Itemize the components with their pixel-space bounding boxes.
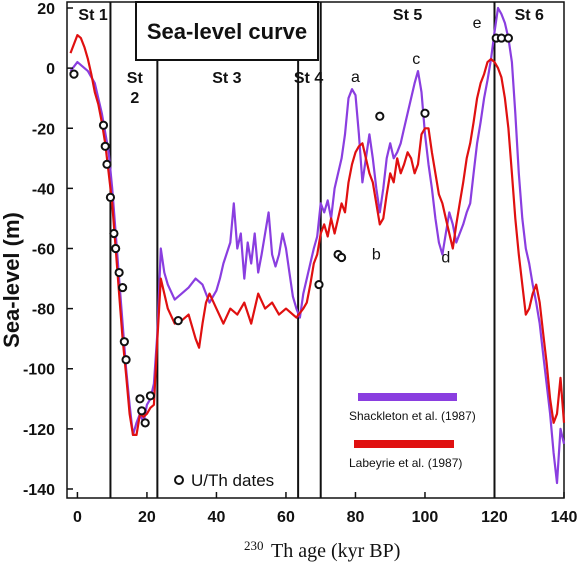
uth-date-points [69, 33, 513, 428]
uth-date-point [98, 120, 109, 130]
uth-date-point [375, 111, 385, 121]
stage-label-line2: 2 [130, 90, 139, 107]
y-tick-label: -60 [32, 241, 55, 258]
legend: Shackleton et al. (1987) Labeyrie et al.… [349, 393, 476, 470]
stage-labels: St 1 St 2 St 3 St 4 St 5 St 6 [78, 7, 544, 107]
y-tick-label: -140 [23, 482, 55, 499]
peak-label: c [412, 51, 420, 68]
stage-label: St 4 [294, 70, 323, 87]
x-tick-label: 0 [73, 509, 82, 526]
legend-swatch-labeyrie [354, 440, 454, 448]
stage-label: St 6 [515, 7, 544, 24]
uth-date-point [336, 252, 347, 263]
y-tick-label: -120 [23, 422, 55, 439]
uth-date-point [121, 355, 131, 365]
uth-legend-marker [174, 475, 184, 485]
uth-date-point [100, 141, 110, 151]
uth-date-point [135, 394, 145, 404]
x-tick-label: 80 [347, 509, 365, 526]
uth-date-point [173, 316, 183, 326]
legend-swatch-shackleton [358, 393, 457, 401]
peak-label: a [351, 69, 360, 86]
y-axis-label: Sea-level (m) [0, 212, 24, 348]
peak-label: e [473, 15, 482, 32]
stage-boundaries [109, 2, 496, 498]
x-tick-label: 120 [481, 509, 508, 526]
series-line-labeyrie [69, 34, 566, 436]
uth-legend-label: U/Th dates [191, 471, 274, 490]
uth-date-point [420, 108, 430, 118]
uth-date-point [140, 418, 150, 428]
legend-label-labeyrie: Labeyrie et al. (1987) [349, 456, 462, 470]
uth-date-point [119, 337, 129, 347]
x-tick-label: 20 [138, 509, 156, 526]
y-tick-label: -80 [32, 302, 55, 319]
y-tick-label: -100 [23, 362, 55, 379]
axes: 20 0 -20 -40 -60 -80 -100 -120 -140 0 20 40 60 80 100 1… [23, 1, 577, 526]
stage-label: St [127, 70, 144, 87]
series-lines [69, 6, 566, 485]
stage-label: St 5 [393, 7, 422, 24]
x-axis-label-text: Th age (kyr BP) [271, 540, 400, 562]
stage-label: St 3 [212, 70, 241, 87]
x-axis-label: 230 Th age (kyr BP) [244, 538, 400, 562]
y-tick-label: 0 [46, 61, 55, 78]
uth-date-point [109, 228, 119, 239]
x-tick-label: 100 [412, 509, 439, 526]
uth-date-point [314, 279, 324, 290]
chart-title-box: Sea-level curve [135, 1, 319, 61]
x-tick-label: 40 [208, 509, 226, 526]
x-tick-label: 60 [277, 509, 295, 526]
uth-legend: U/Th dates [174, 471, 274, 490]
uth-date-point [105, 192, 116, 202]
peak-label: d [441, 250, 450, 267]
uth-date-point [114, 267, 124, 278]
peak-label: b [372, 247, 381, 264]
peak-labels: a b c d e [351, 15, 482, 266]
uth-date-point [111, 243, 121, 254]
uth-date-point [102, 159, 112, 169]
legend-label-shackleton: Shackleton et al. (1987) [349, 409, 476, 423]
y-tick-label: -40 [32, 181, 55, 198]
uth-date-point [137, 406, 147, 416]
series-line-shackleton [69, 6, 566, 485]
y-tick-label: 20 [37, 1, 55, 18]
uth-date-point [118, 282, 128, 293]
chart-title: Sea-level curve [147, 19, 307, 44]
x-axis-label-superscript: 230 [244, 538, 264, 553]
uth-date-point [503, 33, 513, 43]
y-tick-label: -20 [32, 121, 55, 138]
x-tick-label: 140 [551, 509, 578, 526]
uth-date-point [145, 391, 156, 401]
stage-label: St 1 [78, 7, 107, 24]
uth-date-point [69, 69, 79, 79]
